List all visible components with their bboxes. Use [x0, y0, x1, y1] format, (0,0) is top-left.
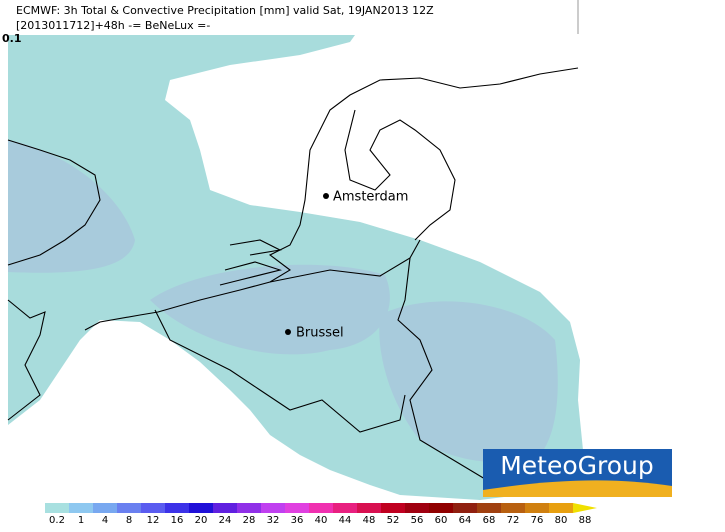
city-marker	[285, 329, 291, 335]
colorbar-segment	[45, 503, 69, 513]
colorbar-label: 48	[363, 515, 376, 526]
colorbar-segment	[357, 503, 381, 513]
colorbar-label: 1	[78, 515, 84, 526]
border	[269, 239, 421, 283]
colorbar-segment	[69, 503, 93, 513]
colorbar-label: 44	[339, 515, 352, 526]
colorbar-label: 68	[483, 515, 496, 526]
colorbar-segment	[93, 503, 117, 513]
colorbar-label: 20	[195, 515, 208, 526]
border	[154, 309, 406, 433]
logo: MeteoGroup	[483, 449, 672, 497]
colorbar: 0.2 1 4 8 12 16 20 24 28 32 36 40 44 48 52 56 60 64 68 72 76…	[45, 503, 597, 526]
colorbar-segment	[381, 503, 405, 513]
header-line: ECMWF: 3h Total & Convective Precipitati…	[16, 4, 434, 17]
colorbar-segment	[573, 503, 597, 513]
border	[397, 257, 491, 483]
colorbar-label: 88	[579, 515, 592, 526]
coastline	[7, 299, 46, 421]
colorbar-segment	[237, 503, 261, 513]
colorbar-segment	[405, 503, 429, 513]
colorbar-segment	[309, 503, 333, 513]
colorbar-label: 76	[531, 515, 544, 526]
colorbar-label: 64	[459, 515, 472, 526]
city-marker	[323, 193, 329, 199]
city-label: Amsterdam	[333, 190, 408, 205]
colorbar-segment	[501, 503, 525, 513]
colorbar-label: 0.2	[49, 515, 65, 526]
logo-text: MeteoGroup	[500, 451, 654, 480]
coastline	[344, 109, 456, 241]
header-box	[0, 0, 578, 34]
coastline	[229, 239, 282, 256]
colorbar-segment	[213, 503, 237, 513]
colorbar-segment	[285, 503, 309, 513]
colorbar-label: 60	[435, 515, 448, 526]
colorbar-segment	[477, 503, 501, 513]
colorbar-label: 36	[291, 515, 304, 526]
colorbar-segment	[165, 503, 189, 513]
colorbar-label: 4	[102, 515, 108, 526]
colorbar-label: 12	[147, 515, 160, 526]
map: Amsterdam Brussel 0.1	[2, 32, 583, 500]
colorbar-segment	[189, 503, 213, 513]
precip-core	[8, 140, 558, 463]
header-line: [2013011712]+48h -= BeNeLux =-	[16, 19, 210, 32]
colorbar-label: 24	[219, 515, 232, 526]
colorbar-label: 80	[555, 515, 568, 526]
logo-swoosh	[483, 480, 672, 497]
colorbar-segment	[549, 503, 573, 513]
colorbar-segment	[333, 503, 357, 513]
coastline	[7, 139, 101, 266]
city-label: Brussel	[296, 326, 344, 341]
colorbar-segment	[141, 503, 165, 513]
colorbar-segment	[261, 503, 285, 513]
colorbar-segment	[453, 503, 477, 513]
coastline	[219, 261, 283, 286]
colorbar-label: 28	[243, 515, 256, 526]
colorbar-label: 56	[411, 515, 424, 526]
colorbar-segment	[117, 503, 141, 513]
colorbar-label: 72	[507, 515, 520, 526]
colorbar-label: 40	[315, 515, 328, 526]
colorbar-label: 8	[126, 515, 132, 526]
coastline	[84, 67, 579, 331]
colorbar-segment	[525, 503, 549, 513]
colorbar-label: 32	[267, 515, 280, 526]
corner-label: 0.1	[2, 32, 22, 45]
colorbar-label: 16	[171, 515, 184, 526]
colorbar-segment	[429, 503, 453, 513]
colorbar-label: 52	[387, 515, 400, 526]
